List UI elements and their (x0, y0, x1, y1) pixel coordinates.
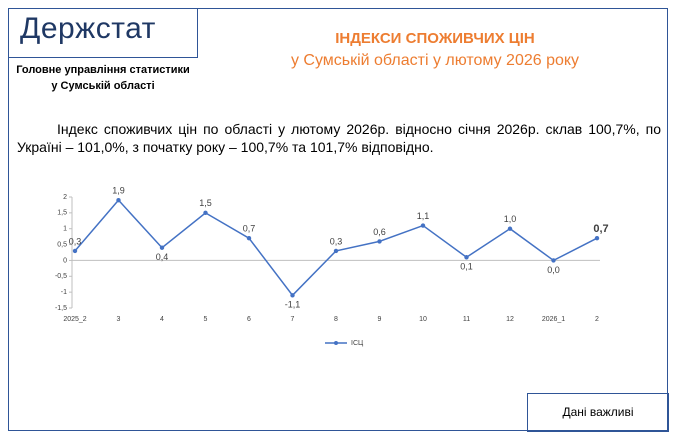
x-tick-label: 11 (463, 316, 470, 323)
data-point (551, 258, 556, 263)
data-point (420, 223, 426, 228)
data-label: 0,7 (243, 224, 256, 234)
y-tick-label: 1,5 (57, 210, 67, 217)
x-tick-label: 3 (117, 316, 121, 323)
data-label: -1,1 (285, 300, 301, 310)
legend-marker (334, 341, 338, 345)
data-label: 1,9 (112, 186, 125, 196)
data-point (507, 226, 513, 231)
x-tick-label: 2026_1 (542, 316, 565, 323)
note: Дані важливі (527, 393, 669, 432)
x-tick-label: 2025_2 (63, 316, 86, 323)
series-line (74, 199, 598, 297)
data-label: 1,1 (417, 211, 430, 221)
data-point (72, 248, 78, 254)
page-frame (8, 8, 668, 431)
data-label: 1,0 (504, 214, 517, 224)
data-point (203, 210, 208, 216)
x-tick-label: 4 (160, 316, 164, 323)
x-tick-label: 8 (334, 316, 338, 323)
y-tick-label: 2 (63, 194, 67, 201)
x-tick-label: 7 (291, 316, 295, 323)
data-point (464, 255, 469, 260)
data-point (333, 248, 339, 254)
x-tick-label: 5 (204, 316, 208, 323)
data-label: 0,7 (593, 223, 608, 235)
organization: Головне управління статистики у Сумській… (8, 62, 198, 94)
logo-box (8, 8, 198, 58)
data-point (246, 236, 252, 241)
y-tick-label: -1,5 (55, 305, 67, 312)
data-point (594, 236, 600, 241)
data-label: 0,6 (373, 227, 386, 237)
x-tick-label: 6 (247, 316, 251, 323)
y-tick-label: -1 (61, 289, 67, 296)
x-tick-label: 12 (506, 316, 514, 323)
y-tick-label: 0 (63, 257, 67, 264)
data-label: 0,1 (460, 262, 473, 272)
y-tick-label: 0,5 (57, 241, 67, 248)
x-tick-label: 9 (378, 316, 382, 323)
data-point (116, 197, 121, 203)
y-tick-label: 1 (63, 226, 67, 233)
paragraph: Індекс споживчих цін по області у лютому… (17, 121, 661, 155)
org-line: Головне управління статистики (16, 64, 190, 76)
logo: Держстат (20, 12, 156, 45)
x-tick-label: 2 (595, 316, 599, 323)
data-label: 1,5 (199, 198, 212, 208)
x-tick-label: 10 (419, 316, 427, 323)
data-point (377, 239, 382, 244)
subtitle: у Сумській області у лютому 2026 року (290, 52, 580, 69)
data-label: 0,3 (69, 236, 82, 246)
title: ІНДЕКСИ СПОЖИВЧИХ ЦІН (335, 30, 535, 47)
data-label: 0,0 (547, 265, 560, 275)
org-line: у Сумській області (51, 80, 155, 92)
data-label: 0,3 (330, 236, 343, 246)
data-point (290, 293, 295, 298)
data-point (159, 245, 165, 250)
legend-label: ІСЦ (351, 340, 364, 347)
data-label: 0,4 (156, 252, 169, 262)
y-tick-label: -0,5 (55, 273, 67, 280)
